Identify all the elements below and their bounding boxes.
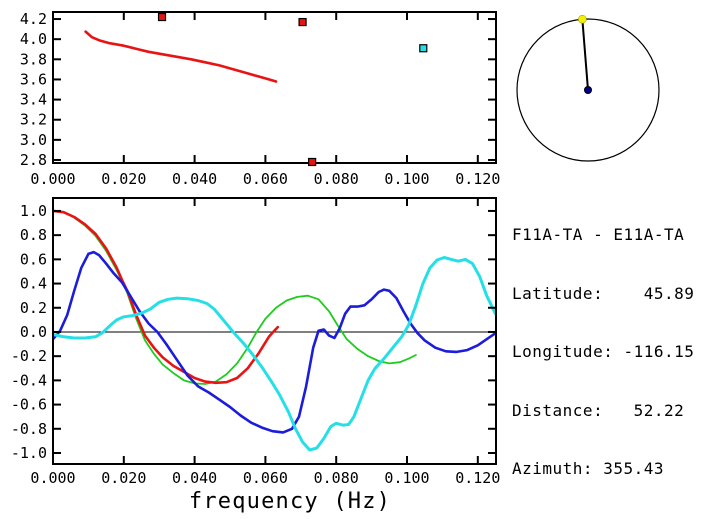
- y-tick-label: 4.2: [20, 10, 47, 28]
- x-tick-label: 0.040: [172, 170, 217, 188]
- info-line-records: Records: 225: [512, 518, 694, 519]
- y-tick-label: 3.8: [20, 50, 47, 68]
- series-correlation-green: [52, 209, 417, 385]
- info-line-distance: Distance: 52.22: [512, 400, 685, 420]
- y-tick-label: -0.2: [11, 347, 47, 365]
- x-tick-label: 0.060: [243, 469, 288, 487]
- series-correlation-cyan: [52, 256, 497, 452]
- station-pair-title: F11A-TA - E11A-TA: [512, 225, 685, 244]
- y-tick-label: -0.6: [11, 396, 47, 414]
- x-axis-label: frequency (Hz): [189, 489, 391, 514]
- x-tick-label: 0.120: [455, 170, 500, 188]
- y-tick-label: 4.0: [20, 30, 47, 48]
- x-tick-label: 0.120: [455, 469, 500, 487]
- azimuth-endpoint-dot: [578, 14, 587, 24]
- y-tick-label: -0.8: [11, 420, 47, 438]
- compass-circle: [516, 18, 660, 162]
- series-group: [84, 30, 278, 83]
- x-tick-label: 0.000: [30, 170, 75, 188]
- data-marker: [419, 44, 428, 53]
- x-tick-label: 0.060: [243, 170, 288, 188]
- x-tick-label: 0.080: [314, 469, 359, 487]
- data-marker: [308, 157, 317, 167]
- info-line-longitude: Longitude: -116.15: [512, 342, 695, 361]
- x-tick-label: 0.020: [101, 170, 146, 188]
- y-tick-label: 3.0: [20, 131, 47, 149]
- x-tick-label: 0.100: [384, 170, 429, 188]
- x-tick-label: 0.000: [30, 469, 75, 487]
- x-tick-label: 0.080: [314, 170, 359, 188]
- y-tick-label: 0.4: [20, 275, 47, 293]
- series-group: [52, 209, 497, 452]
- y-tick-label: 0.0: [20, 323, 47, 341]
- y-tick-label: 3.4: [20, 91, 47, 109]
- y-tick-label: 2.8: [20, 151, 47, 169]
- azimuth-compass: [516, 14, 660, 162]
- station-center-dot: [584, 86, 592, 94]
- y-tick-label: 3.6: [20, 70, 47, 88]
- y-tick-label: -1.0: [11, 444, 47, 462]
- y-tick-label: 0.6: [20, 250, 47, 268]
- x-tick-label: 0.040: [172, 469, 217, 487]
- y-tick-label: 1.0: [20, 202, 47, 220]
- y-tick-label: 0.8: [20, 226, 47, 244]
- data-marker: [157, 12, 167, 22]
- dispersion-plot: 0.000 0.020 0.040 0.060 0.080 0.100 0.120 2.8 3.…: [20, 10, 500, 188]
- y-tick-label: -0.4: [11, 371, 47, 389]
- azimuth-line: [581, 19, 589, 91]
- y-tick-label: 3.2: [20, 111, 47, 129]
- plot-frame: [52, 11, 497, 164]
- series-correlation-red: [52, 209, 280, 385]
- series-phase-velocity-curve: [84, 30, 278, 83]
- x-tick-label: 0.100: [384, 469, 429, 487]
- x-tick-label: 0.020: [101, 469, 146, 487]
- series-correlation-blue: [52, 250, 497, 434]
- y-tick-label: 0.2: [20, 299, 47, 317]
- data-marker: [298, 17, 307, 27]
- correlation-plot: 0.000 0.020 0.040 0.060 0.080 0.100 0.120 -1.0 -…: [11, 197, 500, 514]
- station-info-panel: F11A-TA - E11A-TA Latitude: 45.89 Longit…: [512, 186, 694, 519]
- info-line-latitude: Latitude: 45.89: [512, 283, 695, 303]
- info-line-azimuth: Azimuth: 355.43: [512, 459, 664, 478]
